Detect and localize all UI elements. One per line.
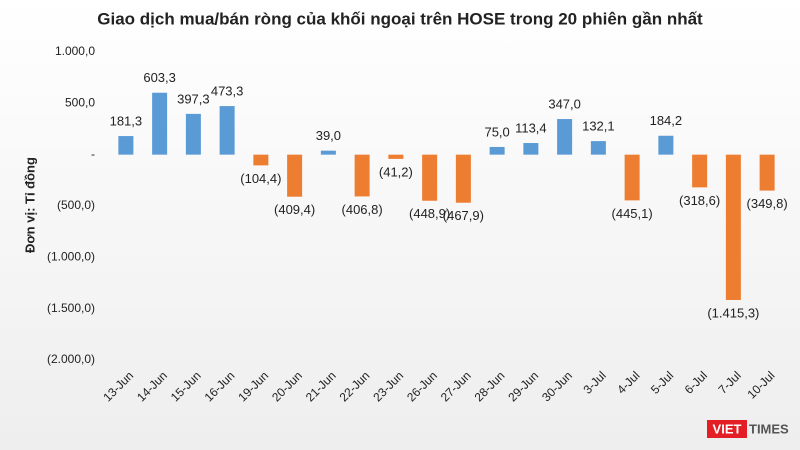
y-tick-label: (2.000,0)	[47, 352, 95, 366]
bar	[692, 154, 708, 188]
bar	[152, 92, 168, 155]
bar	[320, 150, 336, 155]
bar	[725, 154, 741, 300]
value-label: 75,0	[484, 124, 509, 139]
bar	[185, 113, 201, 155]
y-tick-label: 1.000,0	[55, 44, 95, 58]
x-tick-label: 15-Jun	[168, 368, 204, 404]
value-label: (445,1)	[612, 206, 653, 221]
logo-right: TIMES	[749, 421, 789, 436]
value-label: (467,9)	[443, 208, 484, 223]
value-label: 113,4	[515, 120, 547, 135]
x-tick-label: 13-Jun	[100, 368, 136, 404]
value-label: 181,3	[110, 113, 143, 128]
bar	[219, 106, 235, 155]
bar	[118, 136, 134, 155]
x-tick-label: 30-Jun	[539, 368, 575, 404]
x-tick-label: 5-Jul	[648, 368, 676, 396]
bar	[253, 154, 269, 166]
y-tick-label: -	[91, 147, 95, 161]
bar	[523, 143, 539, 155]
bar	[422, 154, 438, 201]
x-tick-label: 22-Jun	[337, 368, 373, 404]
value-label: 39,0	[316, 128, 341, 143]
value-label: 397,3	[177, 91, 210, 106]
x-tick-label: 26-Jun	[404, 368, 440, 404]
value-label: 347,0	[548, 96, 581, 111]
logo-left: VIET	[713, 421, 742, 436]
value-label: (1.415,3)	[707, 305, 759, 320]
x-tick-label: 4-Jul	[614, 368, 642, 396]
x-tick-label: 6-Jul	[682, 368, 710, 396]
x-tick-label: 29-Jun	[505, 368, 541, 404]
bar	[557, 119, 573, 155]
x-tick-label: 16-Jun	[202, 368, 238, 404]
value-label: (349,8)	[747, 196, 788, 211]
value-label: (41,2)	[379, 164, 413, 179]
y-tick-label: 500,0	[65, 96, 95, 110]
bar	[388, 154, 404, 159]
value-label: 473,3	[211, 84, 244, 99]
bar	[354, 154, 370, 197]
value-label: (448,9)	[409, 206, 450, 221]
bar	[287, 154, 303, 197]
y-axis-label: Đơn vị: Tỉ đồng	[22, 157, 37, 253]
x-tick-label: 21-Jun	[303, 368, 339, 404]
x-tick-label: 7-Jul	[715, 368, 743, 396]
x-tick-label: 19-Jun	[235, 368, 271, 404]
chart-title: Giao dịch mua/bán ròng của khối ngoại tr…	[97, 9, 703, 28]
y-tick-label: (1.500,0)	[47, 301, 95, 315]
bar	[455, 154, 471, 203]
y-tick-label: (1.000,0)	[47, 250, 95, 264]
x-tick-label: 14-Jun	[134, 368, 170, 404]
x-tick-label: 10-Jul	[744, 368, 777, 401]
value-label: 132,1	[582, 119, 615, 134]
bar	[759, 154, 775, 191]
value-label: (104,4)	[240, 171, 281, 186]
value-label: (318,6)	[679, 193, 720, 208]
y-tick-label: (500,0)	[57, 198, 95, 212]
x-tick-label: 23-Jun	[370, 368, 406, 404]
value-label: 603,3	[143, 70, 176, 85]
value-label: (409,4)	[274, 202, 315, 217]
value-label: (406,8)	[342, 202, 383, 217]
x-tick-label: 28-Jun	[472, 368, 508, 404]
value-label: 184,2	[650, 113, 683, 128]
x-tick-label: 27-Jun	[438, 368, 474, 404]
bar	[590, 141, 606, 155]
x-tick-label: 20-Jun	[269, 368, 305, 404]
logo-box	[707, 420, 747, 438]
x-tick-label: 3-Jul	[580, 368, 608, 396]
bar	[624, 154, 640, 201]
bar	[489, 146, 505, 155]
bar	[658, 135, 674, 155]
